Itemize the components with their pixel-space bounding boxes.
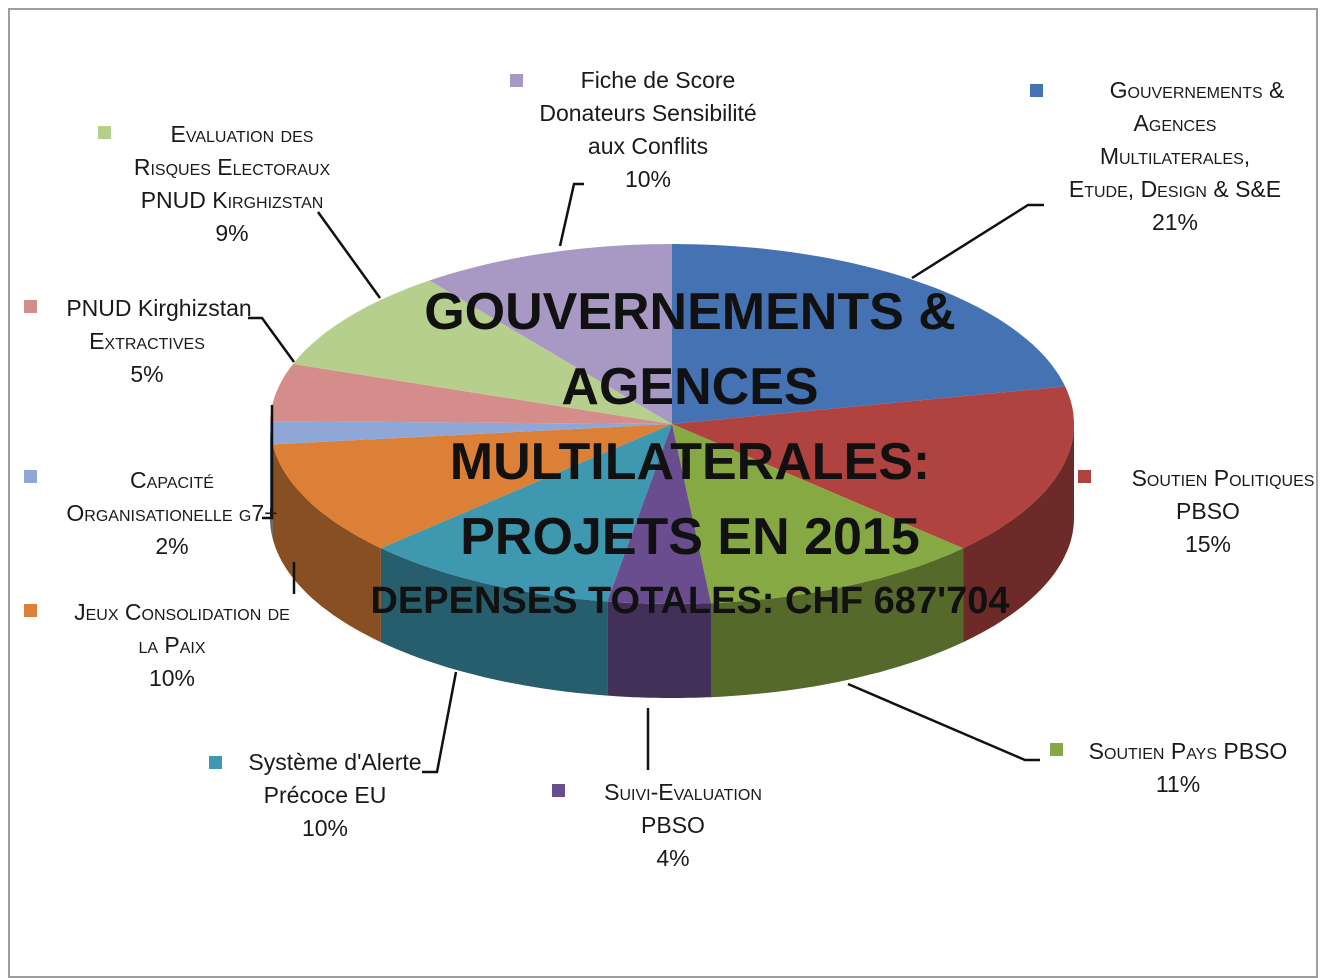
slice-pct-3: 4%	[656, 845, 690, 871]
slice-label-7: PNUD Kirghizstan Extractives 5%	[22, 292, 272, 391]
pie-slice-0	[672, 244, 1066, 424]
pie-side-1	[963, 424, 1074, 643]
slice-label-5: Jeux Consolidation de la Paix 10%	[22, 596, 322, 695]
slice-label-8-l2: Risques Electoraux	[133, 154, 331, 180]
slice-label-8-l3: PNUD Kirghizstan	[140, 187, 324, 213]
slice-label-6: Capacité Organisationelle g7+ 2%	[22, 464, 322, 563]
leader-line-0	[911, 203, 1044, 280]
pie-slice-1	[672, 386, 1074, 549]
pie-slice-9	[429, 244, 672, 424]
slice-label-0-l3: Multilaterales,	[1099, 143, 1251, 169]
slice-pct-5: 10%	[148, 665, 196, 691]
pie-side-4	[380, 548, 608, 696]
slice-label-1-l2: PBSO	[1176, 498, 1240, 524]
slice-label-9-l2: Donateurs Sensibilité	[539, 100, 757, 126]
pie-side-2	[711, 548, 964, 698]
swatch-6	[24, 470, 37, 483]
swatch-0	[1030, 84, 1043, 97]
leader-line-7	[248, 316, 296, 363]
slice-pct-9: 10%	[624, 166, 672, 192]
leader-line-2	[847, 682, 1040, 762]
swatch-9	[510, 74, 523, 87]
slice-label-4-l1: Système d'Alerte	[248, 749, 422, 775]
slice-label-6-l1: Capacité	[130, 467, 214, 493]
pie-slice-2	[672, 424, 964, 604]
slice-label-9-l1: Fiche de Score	[580, 67, 736, 93]
chart-title-line-3: MULTILATERALES:	[449, 433, 931, 491]
slice-pct-0: 21%	[1151, 209, 1199, 235]
slice-label-4-l2: Précoce EU	[263, 782, 387, 808]
slice-label-2: Soutien Pays PBSO 11%	[1048, 735, 1308, 801]
chart-title-line-4: PROJETS EN 2015	[460, 508, 920, 566]
pie-side-5	[272, 444, 381, 643]
slice-label-3-l1: Suivi-Evaluation	[604, 779, 762, 805]
chart-title-line-2: AGENCES	[561, 358, 819, 416]
slice-label-0-l2: Agences	[1133, 110, 1217, 136]
slice-label-7-l1: PNUD Kirghizstan	[66, 295, 252, 321]
chart-subtitle: DEPENSES TOTALES: CHF 687'704	[370, 580, 1010, 622]
slice-label-3-l2: PBSO	[641, 812, 705, 838]
slice-label-2-l1: Soutien Pays PBSO	[1088, 738, 1288, 764]
slice-label-0-l1: Gouvernements &	[1109, 77, 1285, 103]
slice-label-0: Gouvernements & Agences Multilaterales, …	[1030, 74, 1320, 239]
pie-tops	[270, 244, 1074, 604]
leader-line-6	[262, 405, 274, 520]
slice-label-8-l1: Evaluation des	[170, 121, 314, 147]
slice-label-3: Suivi-Evaluation PBSO 4%	[548, 776, 798, 875]
slice-pct-2: 11%	[1155, 771, 1201, 797]
swatch-7	[24, 300, 37, 313]
slice-label-9: Fiche de Score Donateurs Sensibilité aux…	[508, 64, 788, 196]
slice-label-0-l4: Etude, Design & S&E	[1068, 176, 1282, 202]
pie-slice-7	[270, 364, 672, 424]
slice-pct-8: 9%	[215, 220, 249, 246]
slice-label-6-l2: Organisationelle g7+	[66, 500, 278, 526]
chart-title-line-1: GOUVERNEMENTS &	[424, 283, 956, 341]
pie-slice-8	[293, 280, 672, 424]
slice-pct-6: 2%	[155, 533, 189, 559]
slice-pct-4: 10%	[301, 815, 349, 841]
pie-slice-6	[270, 421, 672, 445]
slice-label-5-l1: Jeux Consolidation de	[74, 599, 290, 625]
swatch-3	[552, 784, 565, 797]
swatch-5	[24, 604, 37, 617]
leader-line-8	[316, 211, 382, 299]
swatch-1	[1078, 470, 1091, 483]
swatch-2	[1050, 743, 1063, 756]
slice-label-8: Evaluation des Risques Electoraux PNUD K…	[96, 118, 368, 250]
pie-slice-5	[272, 424, 672, 549]
slice-label-9-l3: aux Conflits	[587, 133, 709, 159]
slice-label-5-l2: la Paix	[138, 632, 206, 658]
slice-pct-7: 5%	[130, 361, 164, 387]
slice-label-7-l2: Extractives	[89, 328, 205, 354]
leader-line-4	[422, 671, 458, 774]
pie-sides	[270, 424, 1074, 698]
slice-label-1-l1: Soutien Politiques	[1131, 465, 1315, 491]
leader-line-9	[558, 182, 584, 247]
swatch-4	[209, 756, 222, 769]
pie-side-3	[607, 601, 711, 698]
slice-label-1: Soutien Politiques PBSO 15%	[1076, 462, 1320, 561]
pie-slice-3	[607, 424, 711, 604]
slice-pct-1: 15%	[1184, 531, 1232, 557]
swatch-8	[98, 126, 111, 139]
leader-lines	[248, 182, 1044, 774]
slice-label-4: Système d'Alerte Précoce EU 10%	[205, 746, 445, 845]
pie-slice-4	[380, 424, 672, 602]
